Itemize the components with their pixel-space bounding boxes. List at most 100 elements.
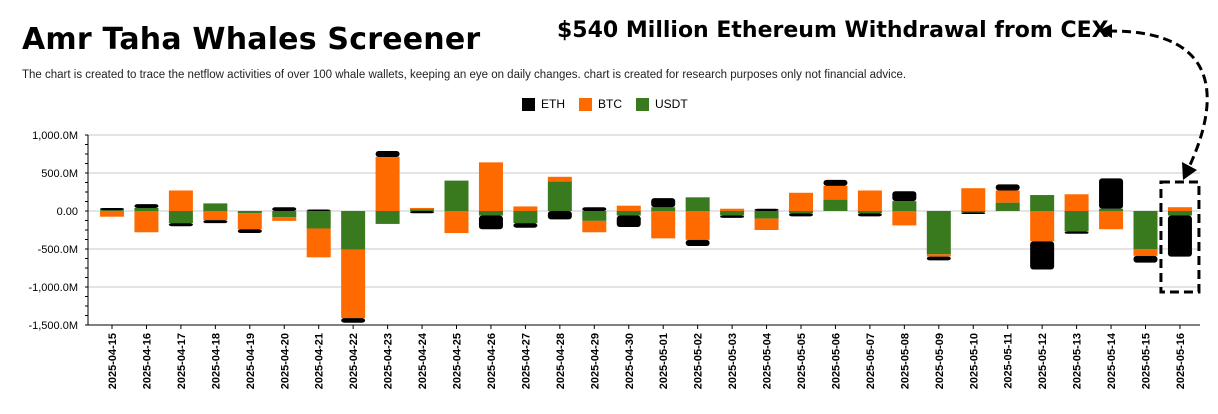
legend-label-usdt: USDT [655, 97, 688, 111]
bar-usdt [1099, 208, 1124, 211]
bar-usdt [410, 209, 435, 211]
legend-swatch-usdt [636, 97, 649, 111]
bar-usdt [789, 211, 813, 214]
bar-eth [1064, 231, 1089, 234]
x-tick-label: 2025-05-16 [1175, 333, 1187, 389]
annotation-arrow [1107, 29, 1209, 166]
bar-btc [547, 176, 572, 182]
bar-eth [995, 184, 1020, 191]
legend-item-eth[interactable]: ETH [522, 97, 565, 111]
x-tick-label: 2025-04-17 [176, 333, 188, 389]
bar-usdt [100, 210, 124, 212]
bar-eth [547, 211, 572, 220]
bar-btc [375, 157, 400, 211]
bar-usdt [134, 207, 159, 211]
x-tick-label: 2025-04-21 [314, 333, 326, 389]
bar-eth [789, 213, 813, 217]
x-tick-label: 2025-05-04 [762, 332, 774, 389]
bar-usdt [203, 203, 228, 211]
y-tick-label: 1,000.0M [32, 130, 78, 142]
bar-usdt [651, 207, 676, 211]
x-tick-label: 2025-04-28 [555, 333, 567, 389]
bar-usdt [685, 197, 710, 211]
x-tick-label: 2025-05-08 [899, 333, 911, 389]
x-tick-label: 2025-04-19 [245, 333, 257, 389]
legend-swatch-btc [579, 97, 592, 111]
x-tick-label: 2025-04-29 [589, 333, 601, 389]
bar-btc [616, 205, 641, 211]
bar-btc [410, 207, 435, 210]
bar-usdt [306, 211, 331, 229]
bar-usdt [720, 211, 745, 216]
bar-btc [823, 185, 848, 200]
x-tick-label: 2025-05-02 [693, 333, 705, 389]
bar-btc [754, 218, 779, 230]
chart-subtitle: The chart is created to trace the netflo… [22, 69, 907, 81]
x-tick-label: 2025-05-10 [968, 333, 980, 389]
y-tick-label: -1,000.0M [28, 282, 78, 294]
bar-eth [616, 215, 641, 227]
bar-eth [1167, 215, 1192, 257]
bar-btc [582, 220, 607, 233]
x-tick-label: 2025-04-30 [624, 333, 636, 389]
bar-btc [961, 188, 986, 211]
legend-label-btc: BTC [598, 97, 622, 111]
x-tick-label: 2025-05-13 [1072, 333, 1084, 389]
bar-eth [272, 207, 297, 211]
bar-usdt [995, 202, 1020, 211]
bar-usdt [616, 211, 641, 216]
bar-eth [100, 207, 124, 211]
bar-btc [513, 206, 538, 211]
bar-eth [926, 256, 951, 261]
y-tick-label: -500.0M [38, 244, 78, 256]
annotation-label: $540 Million Ethereum Withdrawal from CE… [557, 18, 1109, 43]
bar-usdt [1030, 195, 1055, 211]
highlight-box [1159, 180, 1201, 294]
bar-eth [478, 215, 503, 230]
x-tick-label: 2025-05-07 [865, 333, 877, 389]
bar-usdt [823, 199, 848, 211]
bar-btc [237, 213, 262, 230]
bar-usdt [237, 211, 262, 214]
x-tick-label: 2025-05-11 [1003, 333, 1015, 389]
bar-btc [444, 211, 469, 234]
bar-eth [823, 179, 848, 186]
bar-btc [857, 190, 882, 211]
bar-eth [582, 207, 607, 211]
bar-eth [134, 204, 159, 208]
bar-btc [1133, 249, 1158, 256]
legend-label-eth: ETH [541, 97, 565, 111]
x-tick-label: 2025-04-15 [107, 333, 119, 389]
bar-eth [410, 211, 435, 214]
bar-usdt [341, 211, 366, 250]
y-tick-label: -1,500.0M [28, 320, 78, 332]
bar-usdt [892, 201, 917, 211]
x-tick-label: 2025-05-09 [934, 333, 946, 389]
bar-btc [720, 208, 745, 211]
bar-eth [857, 213, 882, 217]
bar-eth [513, 223, 538, 228]
bar-usdt [168, 211, 193, 224]
bar-btc [892, 211, 917, 226]
bar-eth [1099, 178, 1124, 209]
bar-btc [685, 211, 710, 240]
legend-item-usdt[interactable]: USDT [636, 97, 688, 111]
bar-usdt [547, 181, 572, 211]
bar-btc [168, 190, 193, 211]
bar-eth [341, 318, 366, 323]
bar-eth [754, 208, 779, 211]
x-tick-label: 2025-05-12 [1037, 333, 1049, 389]
bar-eth [375, 150, 400, 158]
bar-usdt [478, 211, 503, 216]
bar-usdt [961, 211, 986, 213]
bar-btc [134, 211, 159, 233]
x-tick-label: 2025-05-06 [830, 333, 842, 389]
bar-eth [685, 239, 710, 246]
bar-btc [926, 254, 951, 257]
x-tick-label: 2025-05-14 [1106, 332, 1118, 389]
legend-item-btc[interactable]: BTC [579, 97, 622, 111]
bar-eth [1030, 241, 1055, 270]
x-tick-label: 2025-04-25 [452, 333, 464, 389]
bar-usdt [272, 211, 297, 218]
